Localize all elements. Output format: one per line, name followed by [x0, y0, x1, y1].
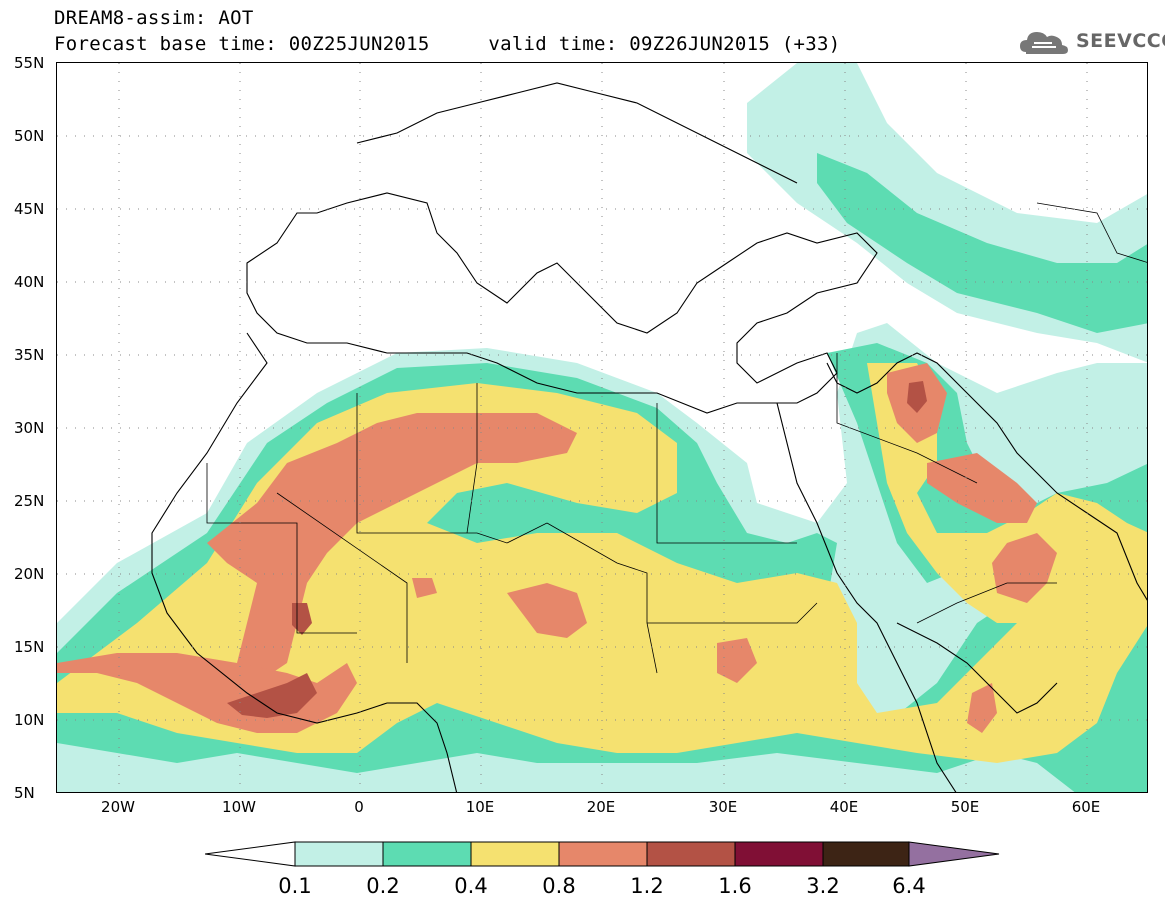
lat-label-45n: 45N — [14, 200, 45, 218]
colorbar-segment-above — [908, 841, 1000, 867]
lon-label-60e: 60E — [1071, 798, 1101, 816]
lat-label-25n: 25N — [14, 492, 45, 510]
lon-label-0: 0 — [354, 798, 364, 816]
map-panel — [56, 62, 1148, 793]
colorbar-label-3.2: 3.2 — [806, 874, 840, 898]
colorbar-segment-0.8 — [558, 841, 648, 867]
lon-label-50e: 50E — [950, 798, 980, 816]
colorbar-segment-0.1 — [294, 841, 384, 867]
lat-label-55n: 55N — [14, 54, 45, 72]
logo-text: SEEVCCC — [1076, 30, 1165, 52]
lon-label-20w: 20W — [101, 798, 135, 816]
aot-band-1.2 — [227, 381, 927, 718]
colorbar-segment-1.2 — [646, 841, 736, 867]
colorbar-label-0.2: 0.2 — [366, 874, 400, 898]
colorbar-label-0.1: 0.1 — [278, 874, 312, 898]
colorbar — [205, 841, 1000, 867]
colorbar-segment-3.2 — [822, 841, 910, 867]
lon-label-40e: 40E — [829, 798, 859, 816]
colorbar-label-6.4: 6.4 — [892, 874, 926, 898]
colorbar-segment-below — [205, 841, 296, 867]
lat-label-15n: 15N — [14, 638, 45, 656]
lat-label-5n: 5N — [14, 784, 35, 802]
colorbar-segment-1.6 — [734, 841, 824, 867]
lon-label-10w: 10W — [222, 798, 256, 816]
lat-label-20n: 20N — [14, 565, 45, 583]
lat-label-50n: 50N — [14, 127, 45, 145]
lat-label-40n: 40N — [14, 273, 45, 291]
lon-label-20e: 20E — [586, 798, 616, 816]
colorbar-label-0.8: 0.8 — [542, 874, 576, 898]
lat-label-30n: 30N — [14, 419, 45, 437]
colorbar-label-0.4: 0.4 — [454, 874, 488, 898]
colorbar-label-1.6: 1.6 — [718, 874, 752, 898]
chart-title: DREAM8-assim: AOT — [54, 7, 254, 29]
country-borders — [206, 202, 1147, 674]
lat-label-35n: 35N — [14, 346, 45, 364]
lon-label-10e: 10E — [465, 798, 495, 816]
cloud-icon — [1020, 32, 1068, 54]
graticule — [57, 63, 1147, 792]
colorbar-segment-0.4 — [470, 841, 560, 867]
coastline-lines — [151, 82, 1147, 792]
lon-label-30e: 30E — [708, 798, 738, 816]
chart-subtitle: Forecast base time: 00Z25JUN2015 valid t… — [54, 33, 841, 55]
colorbar-segment-0.2 — [382, 841, 472, 867]
lat-label-10n: 10N — [14, 711, 45, 729]
colorbar-label-1.2: 1.2 — [630, 874, 664, 898]
